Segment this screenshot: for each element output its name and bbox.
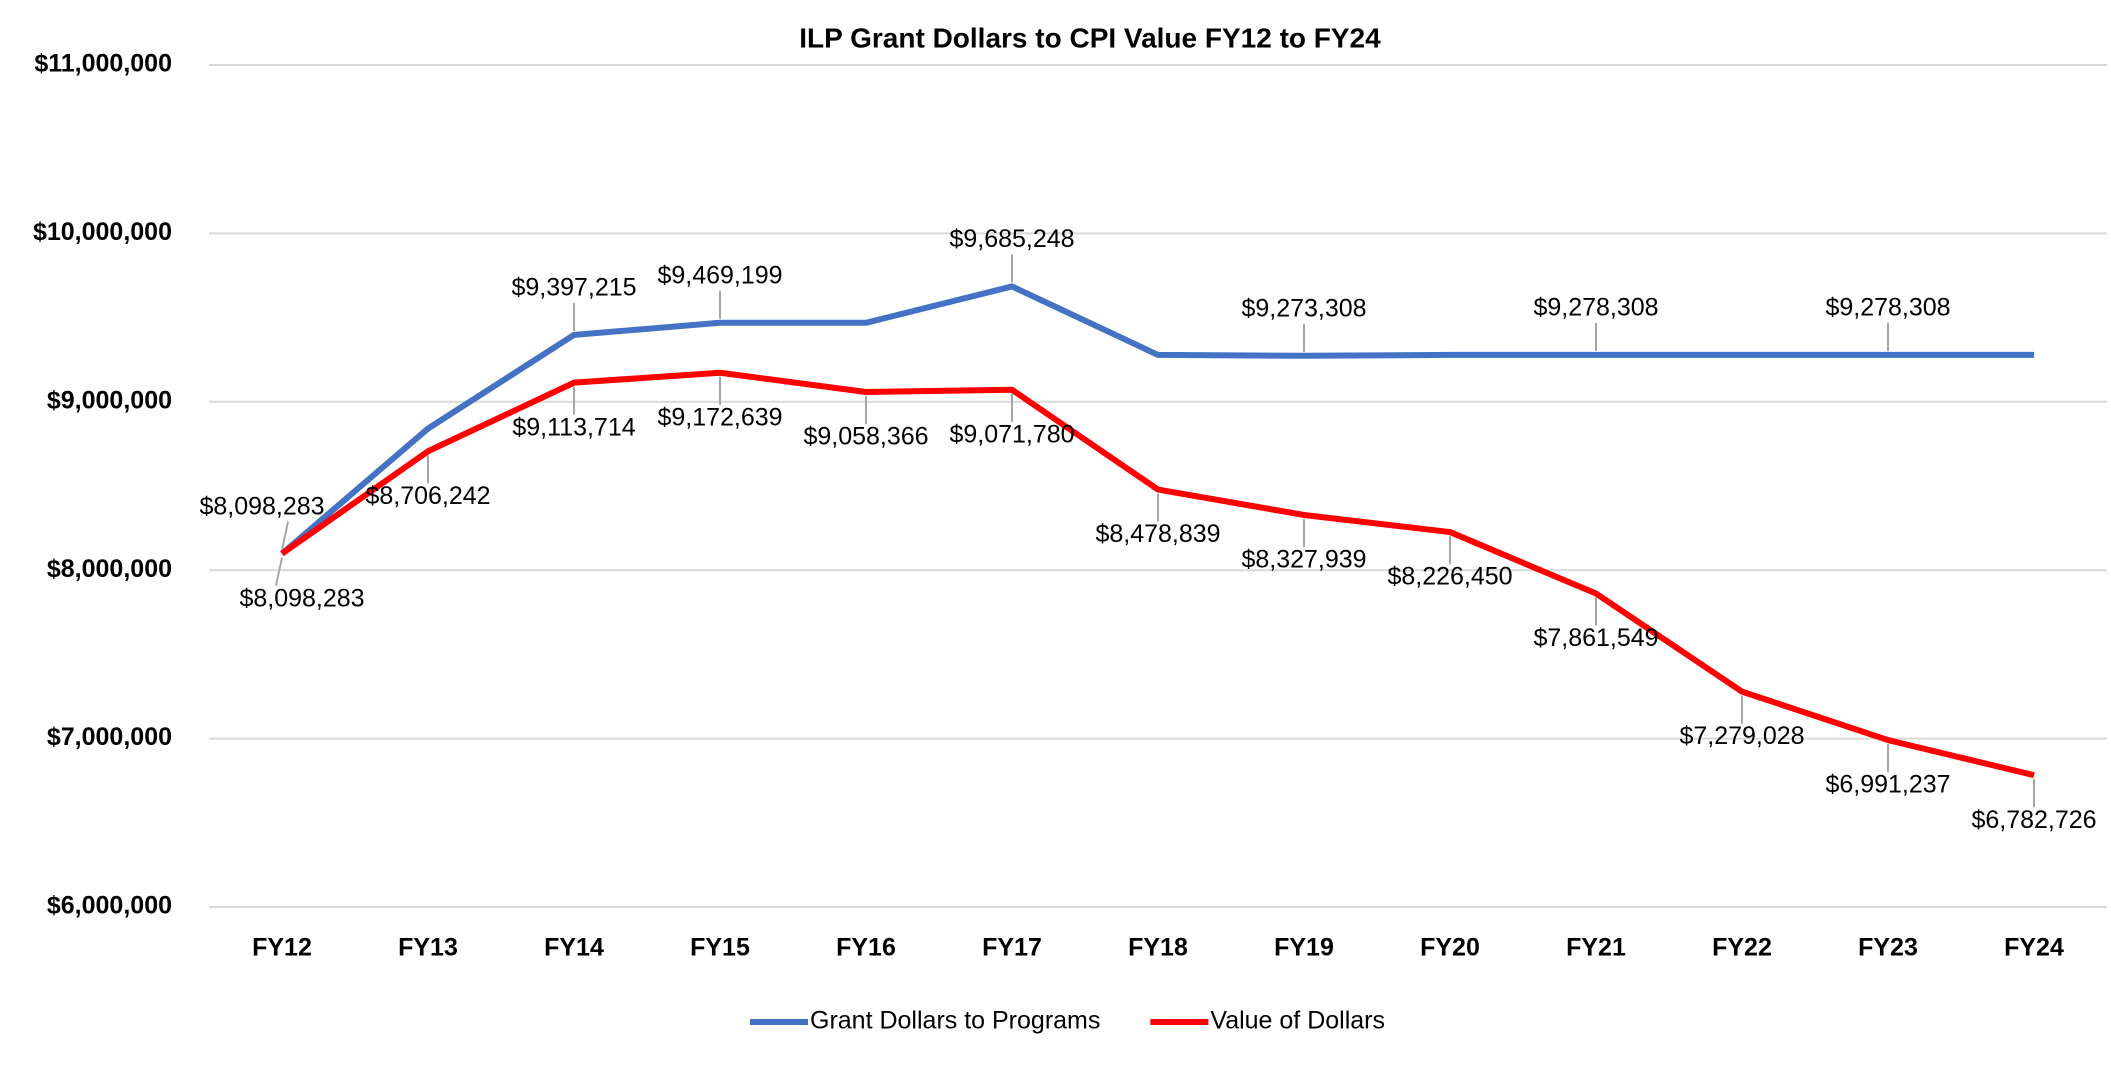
y-tick-label: $7,000,000 xyxy=(47,723,172,751)
data-label: $6,991,237 xyxy=(1825,771,1950,799)
data-label: $8,478,839 xyxy=(1095,520,1220,548)
legend-label: Value of Dollars xyxy=(1210,1007,1385,1035)
x-tick-label: FY24 xyxy=(2004,934,2064,962)
chart-title: ILP Grant Dollars to CPI Value FY12 to F… xyxy=(799,22,1381,53)
y-tick-label: $10,000,000 xyxy=(33,218,172,246)
data-label: $8,098,283 xyxy=(239,584,364,612)
data-label: $9,071,780 xyxy=(949,420,1074,448)
data-label: $9,685,248 xyxy=(949,225,1074,253)
x-tick-label: FY13 xyxy=(398,934,458,962)
x-tick-label: FY21 xyxy=(1566,934,1626,962)
data-label: $7,861,549 xyxy=(1533,624,1658,652)
series-line xyxy=(280,283,2034,556)
data-label: $9,469,199 xyxy=(657,261,782,289)
x-tick-label: FY16 xyxy=(836,934,896,962)
x-tick-label: FY12 xyxy=(252,934,312,962)
data-label: $8,706,242 xyxy=(365,482,490,510)
legend-label: Grant Dollars to Programs xyxy=(810,1007,1100,1035)
y-tick-label: $11,000,000 xyxy=(34,50,172,78)
y-tick-label: $6,000,000 xyxy=(47,892,172,920)
data-label: $8,327,939 xyxy=(1241,546,1366,574)
leader-line xyxy=(281,521,289,550)
x-tick-label: FY14 xyxy=(544,934,604,962)
data-label: $9,172,639 xyxy=(657,403,782,431)
y-tick-label: $9,000,000 xyxy=(47,386,172,414)
data-label: $8,098,283 xyxy=(199,492,324,520)
x-tick-label: FY23 xyxy=(1858,934,1918,962)
y-tick-label: $8,000,000 xyxy=(47,555,172,583)
data-label: $9,113,714 xyxy=(512,413,635,441)
data-label: $9,397,215 xyxy=(511,274,636,302)
data-label: $7,279,028 xyxy=(1679,722,1804,750)
x-tick-label: FY17 xyxy=(982,934,1042,962)
data-label: $9,278,308 xyxy=(1825,294,1950,322)
data-label: $8,226,450 xyxy=(1387,563,1512,591)
x-tick-label: FY22 xyxy=(1712,934,1772,962)
data-label: $9,058,366 xyxy=(803,423,928,451)
data-label: $6,782,726 xyxy=(1971,806,2096,834)
x-tick-label: FY19 xyxy=(1274,934,1334,962)
x-tick-label: FY18 xyxy=(1128,934,1188,962)
x-tick-label: FY20 xyxy=(1420,934,1480,962)
x-tick-label: FY15 xyxy=(690,934,750,962)
data-label: $9,278,308 xyxy=(1533,294,1658,322)
data-label: $9,273,308 xyxy=(1241,294,1366,322)
leader-line xyxy=(275,557,283,586)
series-line xyxy=(280,369,2035,779)
